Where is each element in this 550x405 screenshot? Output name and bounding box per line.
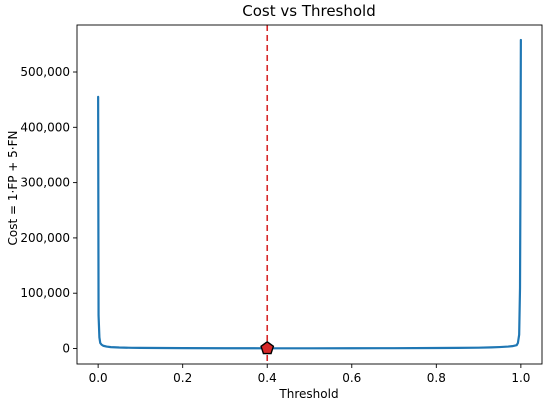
series-line-0 xyxy=(97,38,522,350)
y-tick-label: 0 xyxy=(62,342,70,356)
plot-frame xyxy=(76,24,543,365)
x-axis-label: Threshold xyxy=(278,387,338,401)
x-tick-label: 0.0 xyxy=(89,371,108,385)
optimum-point-marker xyxy=(260,340,275,355)
x-tick-label: 0.6 xyxy=(342,371,361,385)
x-tick-label: 1.0 xyxy=(511,371,530,385)
chart-title: Cost vs Threshold xyxy=(242,2,376,20)
y-axis-label: Cost = 1·FP + 5·FN xyxy=(6,131,20,246)
x-tick-label: 0.2 xyxy=(173,371,192,385)
y-tick-label: 200,000 xyxy=(20,231,70,245)
plot-area xyxy=(76,24,543,365)
x-tick-label: 0.8 xyxy=(427,371,446,385)
y-tick-label: 500,000 xyxy=(20,65,70,79)
x-axis: 0.0 0.2 0.4 0.6 0.8 1.0 xyxy=(89,364,530,385)
y-tick-label: 100,000 xyxy=(20,286,70,300)
y-tick-label: 300,000 xyxy=(20,176,70,190)
x-tick-label: 0.4 xyxy=(258,371,277,385)
y-axis: 0 100,000 200,000 300,000 400,000 500,000 xyxy=(20,65,77,356)
y-tick-label: 400,000 xyxy=(20,120,70,134)
